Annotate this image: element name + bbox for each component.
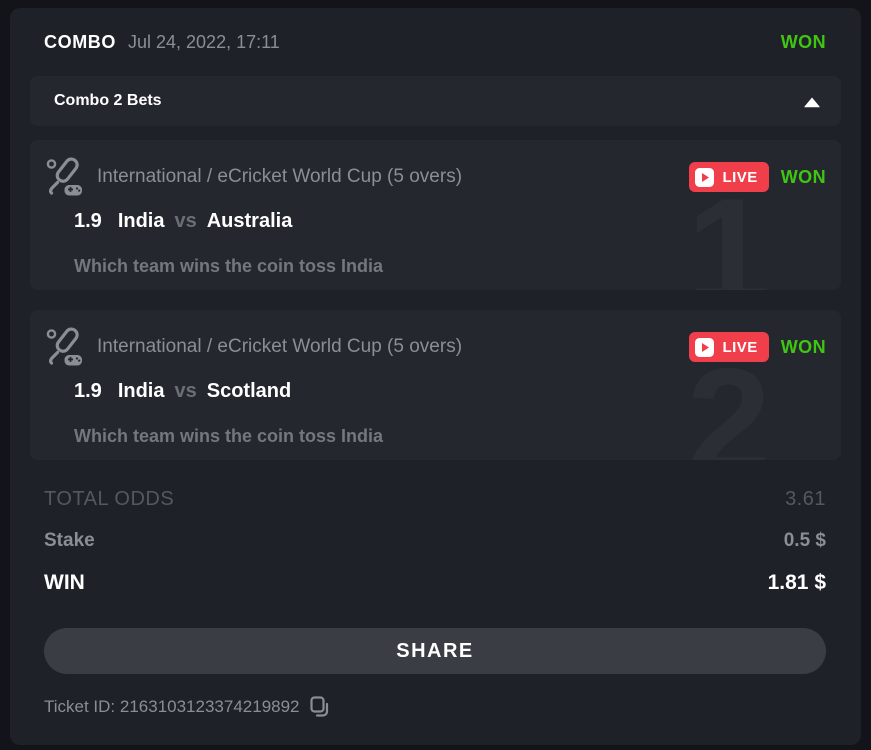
live-badge: LIVE [689,332,769,362]
bet-top-row: International / eCricket World Cup (5 ov… [44,327,826,367]
market-selection-label: Which team wins the coin toss India [74,426,384,446]
bet-card: 1 [30,140,841,290]
ecricket-icon [44,327,84,367]
vs-label: vs [174,210,197,232]
live-badge: LIVE [689,162,769,192]
ticket-header-left: COMBO Jul 24, 2022, 17:11 [44,32,280,53]
totals-section: TOTAL ODDS 3.61 Stake 0.5 $ WIN 1.81 $ [10,460,861,604]
team-home: India [117,210,165,232]
combo-bets-toggle[interactable]: Combo 2 Bets [30,76,841,126]
teams-row: 1.9 India vs Scotland [74,380,826,403]
stake-label: Stake [44,530,95,551]
bet-top-row: International / eCricket World Cup (5 ov… [44,157,826,197]
gamepad-part [64,185,82,196]
win-row: WIN 1.81 $ [44,562,826,604]
play-icon [695,337,715,357]
team-home: India [117,380,165,402]
gamepad-part [64,355,82,366]
live-label: LIVE [722,338,758,356]
bet-badges: LIVE WON [689,162,826,192]
ticket-header: COMBO Jul 24, 2022, 17:11 WON [10,8,861,76]
share-button[interactable]: SHARE [44,628,826,674]
league-label: International / eCricket World Cup (5 ov… [97,166,463,187]
ecricket-icon [44,157,84,197]
win-value: 1.81 $ [767,571,826,594]
league-row: International / eCricket World Cup (5 ov… [44,327,462,367]
bet-number-watermark: 2 [686,337,771,460]
league-label: International / eCricket World Cup (5 ov… [97,336,463,357]
ticket-id-row: Ticket ID: 2163103123374219892 [44,690,826,724]
bet-odds: 1.9 [74,380,102,402]
bet-card: 2 [30,310,841,460]
bet-badges: LIVE WON [689,332,826,362]
bet-status-badge: WON [780,166,826,187]
team-away: Scotland [206,380,292,402]
ticket-date: Jul 24, 2022, 17:11 [128,31,280,52]
bet-odds: 1.9 [74,210,102,232]
bet-number-watermark: 1 [686,167,771,290]
chevron-up-icon[interactable] [803,95,821,108]
league-row: International / eCricket World Cup (5 ov… [44,157,462,197]
total-odds-row: TOTAL ODDS 3.61 [44,478,826,520]
market-selection-label: Which team wins the coin toss India [74,256,384,276]
bet-status-badge: WON [780,336,826,357]
ticket-id-label: Ticket ID: 2163103123374219892 [44,697,300,716]
total-odds-value: 3.61 [785,487,826,510]
stake-row: Stake 0.5 $ [44,520,826,562]
live-label: LIVE [722,168,758,186]
bet-type-label: COMBO [44,31,116,52]
ticket-status-badge: WON [780,31,826,52]
teams-row: 1.9 India vs Australia [74,210,826,233]
win-label: WIN [44,571,85,594]
team-away: Australia [206,210,293,232]
stake-value: 0.5 $ [783,530,826,551]
copy-icon[interactable] [309,696,330,718]
bet-ticket-card: COMBO Jul 24, 2022, 17:11 WON Combo 2 Be… [10,8,861,745]
total-odds-label: TOTAL ODDS [44,487,175,510]
play-icon [695,167,715,187]
vs-label: vs [174,380,197,402]
combo-bar-label: Combo 2 Bets [54,92,162,109]
